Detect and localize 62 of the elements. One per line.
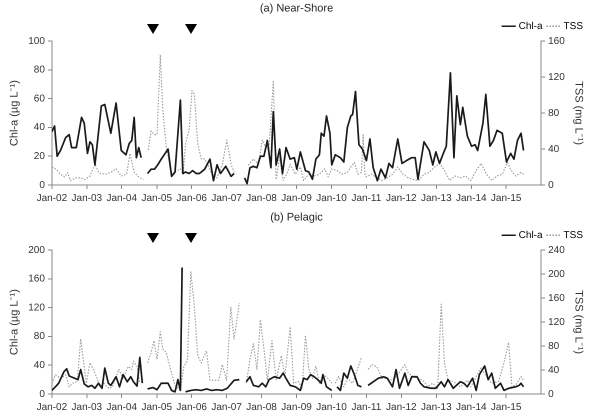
x-tick-label: Jan-06 [176,402,208,413]
y-tick-label: 160 [28,274,46,285]
x-tick-label: Jan-13 [421,402,452,413]
x-tick-label: Jan-15 [490,192,522,204]
x-tick-label: Jan-06 [176,192,208,204]
y-tick-label: 100 [28,36,46,47]
x-tick-label: Jan-05 [141,402,172,413]
y-tick-label: 40 [34,360,46,371]
y-tick-label: 0 [39,180,46,191]
y2-tick-label: 200 [548,268,566,280]
y-tick-label: 200 [28,244,46,256]
y2-axis-title: TSS (mg L⁻¹) [572,81,584,146]
x-tick-label: Jan-04 [106,402,138,413]
chart-title: (b) Pelagic [270,212,324,224]
x-tick-label: Jan-10 [316,192,348,204]
x-tick-label: Jan-10 [316,402,348,413]
y2-tick-label: 40 [548,364,560,376]
y-tick-label: 40 [34,122,46,134]
y-tick-label: 80 [34,331,46,342]
legend-label: Chl-a [518,230,543,241]
y2-tick-label: 160 [548,36,566,47]
y2-tick-label: 120 [548,72,566,83]
x-tick-label: Jan-04 [106,192,138,204]
x-tick-label: Jan-08 [246,192,278,204]
x-tick-label: Jan-05 [141,192,172,204]
x-tick-label: Jan-07 [211,192,242,204]
x-tick-label: Jan-07 [211,402,242,413]
y-axis-title: Chl-a (µg L⁻¹) [8,289,21,356]
x-tick-label: Jan-09 [281,402,312,413]
y2-tick-label: 0 [548,180,554,191]
x-tick-label: Jan-14 [456,402,487,413]
legend-label: Chl-a [518,20,543,32]
x-tick-label: Jan-11 [351,192,382,204]
x-tick-label: Jan-09 [281,192,312,204]
y-tick-label: 80 [34,64,46,76]
x-tick-label: Jan-13 [421,192,452,204]
y2-tick-label: 80 [548,108,560,119]
y-tick-label: 60 [34,93,46,104]
x-tick-label: Jan-02 [36,192,68,204]
legend-label: TSS [564,20,584,32]
x-tick-label: Jan-03 [72,402,103,413]
y-tick-label: 0 [39,388,46,400]
x-tick-label: Jan-15 [490,402,522,413]
x-tick-label: Jan-14 [456,192,487,204]
x-tick-label: Jan-03 [72,192,103,204]
x-tick-label: Jan-02 [36,402,68,413]
x-tick-label: Jan-11 [351,402,382,413]
y2-tick-label: 240 [548,244,566,256]
y2-tick-label: 40 [548,144,560,155]
chart-title: (a) Near-Shore [260,2,334,15]
y-tick-label: 20 [34,150,46,162]
y2-tick-label: 120 [548,316,566,328]
y-axis-title: Chl-a (µg L⁻¹) [8,80,21,146]
legend-label: TSS [564,230,584,241]
y-tick-label: 120 [28,302,46,314]
y2-tick-label: 160 [548,292,566,304]
x-tick-label: Jan-08 [246,402,278,413]
y2-axis-title: TSS (mg L⁻¹) [572,290,584,354]
y2-tick-label: 80 [548,340,560,352]
y2-tick-label: 0 [548,388,554,400]
x-tick-label: Jan-12 [386,192,418,204]
x-tick-label: Jan-12 [386,402,418,413]
